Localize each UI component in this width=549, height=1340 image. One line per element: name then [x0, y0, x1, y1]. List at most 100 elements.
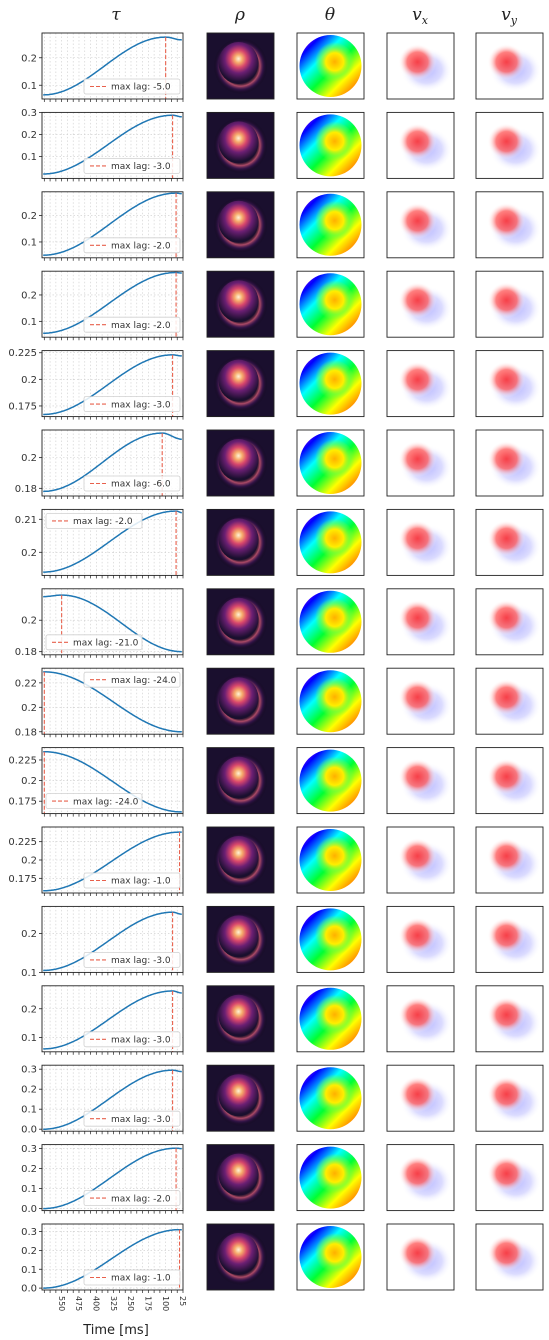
vx-frame — [386, 111, 455, 179]
theta-core — [310, 836, 355, 880]
legend: max lag: -3.0 — [83, 1110, 181, 1127]
vy-panel — [475, 350, 544, 418]
legend-prefix: max lag: — [111, 1115, 153, 1125]
tau-curve — [43, 354, 182, 416]
rho-blob — [218, 280, 259, 323]
y-tick-label: 0.18 — [15, 727, 37, 738]
tau-curve — [43, 510, 182, 573]
vy-frame — [475, 1223, 544, 1291]
tau-curve — [43, 671, 182, 733]
tau-axes-frame — [41, 588, 184, 656]
theta-frame — [296, 191, 365, 259]
vx-panel — [386, 350, 455, 418]
legend-prefix: max lag: — [111, 321, 153, 331]
theta-frame — [296, 747, 365, 815]
rho-blob — [218, 1233, 259, 1275]
theta-panel — [296, 111, 365, 179]
theta-core — [310, 121, 355, 166]
vx-frame — [386, 1223, 455, 1291]
tau-grid — [42, 1144, 184, 1211]
vx-frame — [386, 588, 455, 656]
vy-panel — [475, 747, 544, 815]
y-tick-label: 0.2 — [21, 53, 37, 64]
tau-axes-frame — [41, 32, 184, 100]
row-3: 0.1 0.2 max lag: -2.0 — [21, 270, 544, 341]
theta-frame — [296, 1223, 365, 1291]
row-7: 0.18 0.2 max lag: -21.0 — [15, 588, 544, 658]
tau-axes-frame — [41, 270, 184, 338]
rho-panel — [206, 985, 275, 1053]
legend-value: -3.0 — [153, 956, 171, 966]
vx-panel — [386, 1064, 455, 1132]
column-title-base: v — [501, 5, 511, 25]
vx-red-lobe — [398, 1076, 437, 1113]
y-tick-label: 0.1 — [21, 1184, 37, 1195]
legend-prefix: max lag: — [73, 517, 115, 527]
theta-core — [310, 1233, 355, 1277]
theta-core — [310, 597, 355, 642]
vy-frame — [475, 270, 544, 338]
vx-red-lobe — [398, 838, 437, 874]
column-title-0: τ — [111, 5, 121, 25]
rho-blob — [218, 677, 259, 720]
rho-blob — [218, 1153, 259, 1196]
vy-panel — [475, 588, 544, 656]
tau-axes-frame — [41, 191, 184, 259]
legend: max lag: -2.0 — [83, 316, 181, 333]
rho-panel — [206, 111, 275, 179]
tau-curve — [43, 911, 182, 972]
vy-frame — [475, 111, 544, 179]
theta-core — [310, 915, 355, 960]
rho-panel — [206, 429, 275, 497]
legend-value: -3.0 — [153, 162, 171, 172]
theta-frame — [296, 429, 365, 497]
rho-frame — [206, 588, 275, 656]
vx-red-lobe — [398, 520, 437, 557]
tau-axes-frame — [41, 508, 184, 576]
rho-frame — [206, 32, 275, 100]
vx-red-lobe — [398, 599, 437, 636]
tau-grid — [42, 1065, 184, 1132]
vy-panel — [475, 905, 544, 973]
vx-frame — [386, 667, 455, 735]
tau-axes-frame — [41, 747, 184, 815]
rho-panel — [206, 826, 275, 894]
legend: max lag: -21.0 — [45, 634, 143, 651]
vy-red-lobe — [487, 758, 526, 795]
vx-red-lobe — [398, 1235, 437, 1271]
vy-panel — [475, 508, 544, 576]
y-tick-label: 0.175 — [8, 401, 37, 412]
theta-core — [310, 200, 355, 245]
vy-panel — [475, 985, 544, 1053]
vy-frame — [475, 350, 544, 418]
theta-core — [310, 439, 355, 483]
y-tick-label: 0.0 — [21, 1284, 37, 1295]
legend: max lag: -24.0 — [83, 671, 181, 688]
legend-label: max lag: -3.0 — [111, 400, 171, 410]
y-tick-label: 0.175 — [8, 797, 37, 808]
theta-core — [310, 994, 355, 1039]
theta-core — [310, 677, 355, 722]
legend-box — [83, 157, 181, 174]
tau-curve — [43, 432, 182, 493]
vy-red-lobe — [487, 917, 526, 954]
vy-red-lobe — [487, 361, 526, 398]
y-tick-label: 0.1 — [21, 237, 37, 248]
vy-frame — [475, 429, 544, 497]
row-10: 0.175 0.2 0.225 max lag: -1.0 — [8, 826, 544, 896]
theta-core — [310, 756, 355, 801]
legend-prefix: max lag: — [111, 83, 153, 93]
theta-panel — [296, 826, 365, 894]
legend: max lag: -1.0 — [83, 872, 181, 889]
vy-frame — [475, 985, 544, 1053]
theta-core — [310, 1074, 355, 1119]
legend-prefix: max lag: — [111, 480, 153, 490]
vy-red-lobe — [487, 520, 526, 557]
theta-panel — [296, 985, 365, 1053]
legend-value: -2.0 — [153, 242, 171, 252]
row-15: 0.0 0.1 0.2 0.3 max lag: -1.0 — [21, 1223, 544, 1295]
tau-axes-frame — [41, 429, 184, 497]
column-title-base: ρ — [234, 5, 245, 25]
y-tick-label: 0.175 — [8, 874, 37, 885]
y-tick-label: 0.1 — [21, 1033, 37, 1044]
